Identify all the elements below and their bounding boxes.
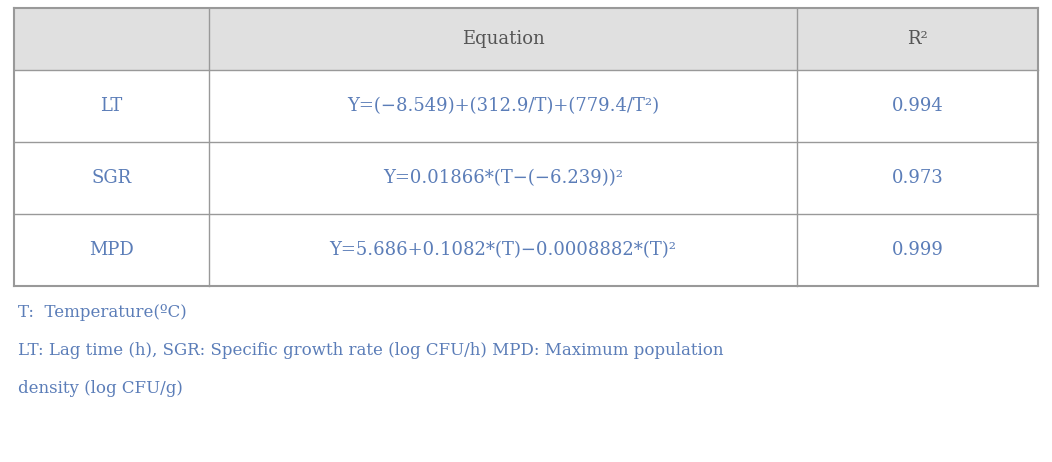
Text: 0.999: 0.999 xyxy=(892,241,944,259)
Text: Y=5.686+0.1082*(T)−0.0008882*(T)²: Y=5.686+0.1082*(T)−0.0008882*(T)² xyxy=(329,241,676,259)
Text: MPD: MPD xyxy=(89,241,134,259)
Bar xyxy=(14,8,1038,70)
Text: T:  Temperature(ºC): T: Temperature(ºC) xyxy=(18,304,187,321)
Text: LT: Lag time (h), SGR: Specific growth rate (log CFU/h) MPD: Maximum population: LT: Lag time (h), SGR: Specific growth r… xyxy=(18,342,724,359)
Text: R²: R² xyxy=(907,30,928,48)
Text: density (log CFU/g): density (log CFU/g) xyxy=(18,380,183,397)
Text: SGR: SGR xyxy=(92,169,132,187)
Text: LT: LT xyxy=(100,97,122,115)
Text: 0.973: 0.973 xyxy=(892,169,944,187)
Text: Equation: Equation xyxy=(462,30,544,48)
Bar xyxy=(14,214,1038,286)
Text: Y=0.01866*(T−(−6.239))²: Y=0.01866*(T−(−6.239))² xyxy=(383,169,623,187)
Text: Y=(−8.549)+(312.9/T)+(779.4/T²): Y=(−8.549)+(312.9/T)+(779.4/T²) xyxy=(347,97,659,115)
Text: 0.994: 0.994 xyxy=(892,97,944,115)
Bar xyxy=(14,142,1038,214)
Bar xyxy=(14,70,1038,142)
